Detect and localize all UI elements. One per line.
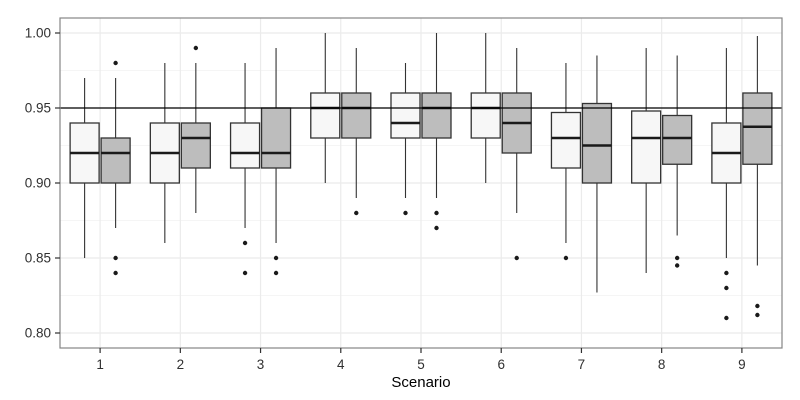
- outlier-point: [403, 210, 408, 216]
- outlier-point: [724, 285, 729, 291]
- x-tick-label: 8: [658, 357, 666, 372]
- outlier-point: [354, 210, 359, 216]
- iqr-box: [550, 111, 582, 169]
- outlier-point: [514, 255, 519, 261]
- box-dark-scenario-2: [180, 45, 211, 213]
- iqr-box: [662, 114, 693, 165]
- outlier-point: [273, 255, 279, 261]
- iqr-box: [229, 122, 261, 169]
- outlier-point: [755, 303, 760, 309]
- x-tick-label: 4: [337, 357, 345, 372]
- outlier-point: [242, 240, 248, 246]
- y-axis: 0.80 0.85 0.90 0.95 1.00: [25, 26, 60, 341]
- outlier-point: [563, 255, 569, 261]
- box-dark-scenario-4: [341, 48, 372, 216]
- box-light-scenario-8: [631, 48, 662, 273]
- x-tick-label: 6: [497, 357, 505, 372]
- iqr-box: [470, 92, 501, 139]
- y-tick-label: 1.00: [25, 26, 51, 41]
- x-tick-label: 3: [257, 357, 265, 372]
- x-tick-label: 5: [417, 357, 425, 372]
- x-tick-label: 9: [738, 357, 746, 372]
- x-tick-label: 7: [578, 357, 586, 372]
- box-dark-scenario-6: [501, 48, 532, 261]
- box-dark-scenario-8: [662, 55, 693, 268]
- outlier-point: [674, 263, 680, 268]
- box-light-scenario-3: [229, 63, 261, 276]
- box-light-scenario-1: [69, 78, 100, 258]
- iqr-box: [421, 92, 452, 139]
- outlier-point: [674, 255, 680, 261]
- outlier-point: [434, 210, 439, 216]
- box-light-scenario-5: [390, 63, 421, 216]
- x-tick-label: 2: [177, 357, 185, 372]
- y-tick-label: 0.85: [25, 251, 51, 266]
- x-axis: 1 2 3 4 5 6 7 8 9: [96, 348, 746, 372]
- box-dark-scenario-7: [581, 55, 613, 293]
- outlier-point: [113, 255, 118, 261]
- iqr-box: [390, 92, 421, 139]
- box-light-scenario-7: [550, 63, 582, 261]
- y-tick-label: 0.90: [25, 176, 51, 191]
- iqr-box: [742, 92, 773, 165]
- outlier-point: [273, 270, 279, 276]
- x-axis-title: Scenario: [391, 374, 451, 391]
- box-light-scenario-2: [149, 63, 180, 243]
- iqr-box: [581, 102, 613, 184]
- outlier-point: [113, 60, 118, 66]
- outlier-point: [113, 270, 118, 276]
- iqr-box: [180, 122, 211, 169]
- outlier-point: [724, 270, 729, 276]
- iqr-box: [100, 137, 131, 184]
- box-light-scenario-9: [711, 48, 742, 321]
- iqr-box: [260, 107, 292, 169]
- outlier-point: [434, 225, 439, 231]
- outlier-point: [193, 45, 199, 51]
- box-dark-scenario-3: [260, 48, 292, 276]
- outlier-point: [755, 312, 760, 318]
- box-dark-scenario-1: [100, 60, 131, 276]
- box-dark-scenario-9: [742, 36, 773, 318]
- y-tick-label: 0.95: [25, 101, 51, 116]
- outlier-point: [724, 315, 729, 321]
- iqr-box: [631, 110, 662, 184]
- outlier-point: [242, 270, 248, 276]
- y-tick-label: 0.80: [25, 326, 51, 341]
- iqr-box: [341, 92, 372, 139]
- x-tick-label: 1: [96, 357, 104, 372]
- iqr-box: [310, 92, 341, 139]
